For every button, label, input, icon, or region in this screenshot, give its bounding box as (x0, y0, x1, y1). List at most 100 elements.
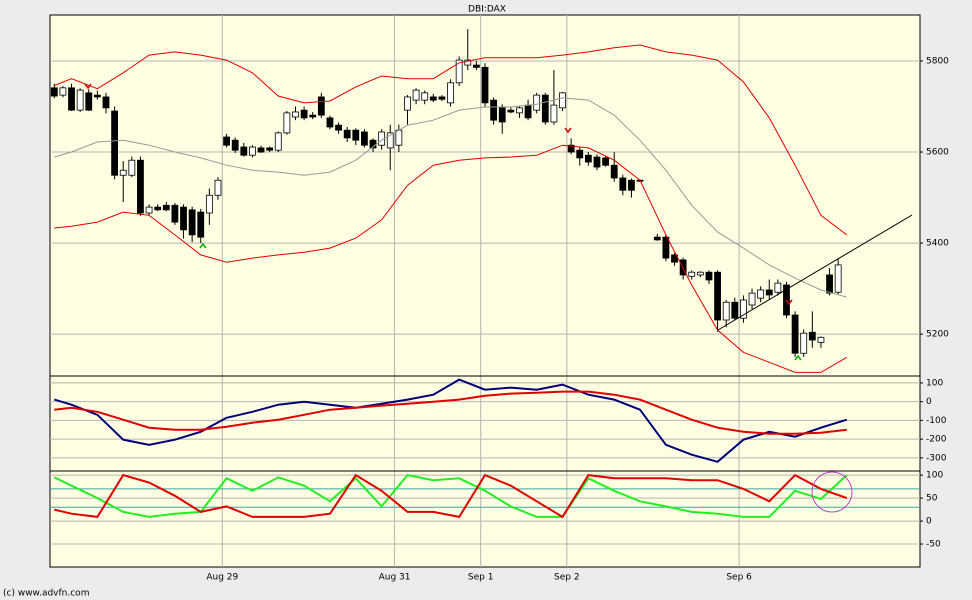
candle-body (231, 139, 239, 151)
candle-body (498, 107, 506, 123)
x-tick-label: Sep 1 (468, 573, 494, 583)
candle-body (757, 289, 765, 299)
candle-body (541, 94, 549, 123)
sell-signal (564, 127, 572, 134)
sell-signal (84, 83, 92, 90)
candle-body (662, 236, 670, 259)
candle-body (817, 336, 825, 343)
candle-body (576, 149, 584, 159)
candle-body (240, 146, 248, 156)
candle-body (481, 66, 489, 104)
candle-body (412, 89, 420, 101)
candle-body (671, 254, 678, 263)
candle-body (740, 299, 747, 319)
y-tick-label: -100 (926, 416, 947, 426)
candle-body (472, 64, 480, 68)
candle-body (610, 164, 618, 179)
x-tick-label: Sep 2 (554, 573, 580, 583)
candle-body (119, 169, 127, 176)
candle-body (800, 332, 808, 354)
candle-body (386, 132, 394, 149)
candle-body (421, 92, 429, 101)
y-tick-label: 5400 (926, 239, 949, 249)
candle-body (490, 99, 498, 121)
candle-body (171, 204, 179, 223)
candle-body (748, 292, 756, 306)
candle-body (559, 92, 566, 109)
candle-body (188, 209, 196, 236)
candle-body (602, 157, 609, 166)
candle-body (128, 159, 136, 176)
indicator-line (54, 144, 848, 373)
y-tick-label: -200 (926, 435, 947, 445)
candle-body (214, 179, 222, 196)
y-tick-label: 5600 (926, 148, 949, 158)
marks (50, 15, 923, 567)
candle-body (180, 206, 187, 231)
candle-body (765, 289, 773, 296)
y-tick-label: -300 (926, 453, 947, 463)
candle-body (352, 129, 360, 141)
buy-signal (199, 242, 207, 249)
candle-body (791, 314, 799, 354)
candle-body (102, 96, 110, 109)
candle-body (309, 114, 317, 118)
candle-body (731, 301, 739, 319)
candle-body (550, 104, 558, 123)
candle-body (628, 179, 635, 191)
indicator-line (54, 44, 848, 236)
candle-body (395, 129, 403, 146)
candle-body (317, 96, 325, 116)
candle-body (808, 331, 816, 341)
candle-body (705, 271, 713, 281)
candle-body (292, 111, 299, 118)
candle-body (283, 112, 291, 134)
y-tick-label: 50 (926, 494, 938, 504)
candle-body (447, 82, 454, 104)
candle-body (266, 147, 274, 151)
y-tick-label: -50 (926, 540, 941, 550)
candle-body (516, 107, 523, 114)
candle-body (438, 96, 446, 100)
candle-body (335, 124, 342, 131)
x-tick-label: Aug 29 (206, 573, 238, 583)
candle-body (205, 194, 213, 214)
candle-body (653, 236, 661, 241)
candle-body (714, 271, 721, 321)
candle-body (361, 131, 368, 146)
candle-body (774, 282, 782, 293)
y-tick-label: 0 (926, 397, 932, 407)
candle-body (154, 206, 162, 211)
candle-body (834, 264, 842, 293)
candle-body (455, 59, 463, 84)
candle-body (429, 96, 437, 101)
candle-body (326, 117, 334, 128)
candle-body (524, 104, 532, 119)
x-tick-label: Aug 31 (379, 573, 411, 583)
indicator-line (54, 378, 848, 463)
y-tick-label: 5200 (926, 330, 949, 340)
candle-body (197, 211, 205, 238)
candle-body (507, 109, 515, 113)
footer: (c) www.advfn.com (3, 589, 89, 599)
sell-signal (785, 299, 793, 306)
indicator-line (54, 390, 847, 435)
trend-line (717, 214, 913, 331)
indicator-line (54, 97, 847, 298)
candle-body (274, 132, 282, 151)
candle-body (619, 177, 627, 191)
chart-title: DBI:DAX (468, 5, 506, 15)
y-tick-label: 100 (926, 471, 943, 481)
candle-body (249, 146, 256, 156)
candle-body (59, 87, 67, 96)
indicator-line (53, 474, 848, 518)
y-tick-label: 5800 (926, 56, 949, 66)
candle-body (343, 129, 351, 139)
candle-body (223, 136, 230, 146)
candle-body (584, 154, 592, 163)
candle-body (257, 147, 265, 153)
highlight-circle (811, 471, 853, 513)
candle-body (696, 271, 704, 276)
